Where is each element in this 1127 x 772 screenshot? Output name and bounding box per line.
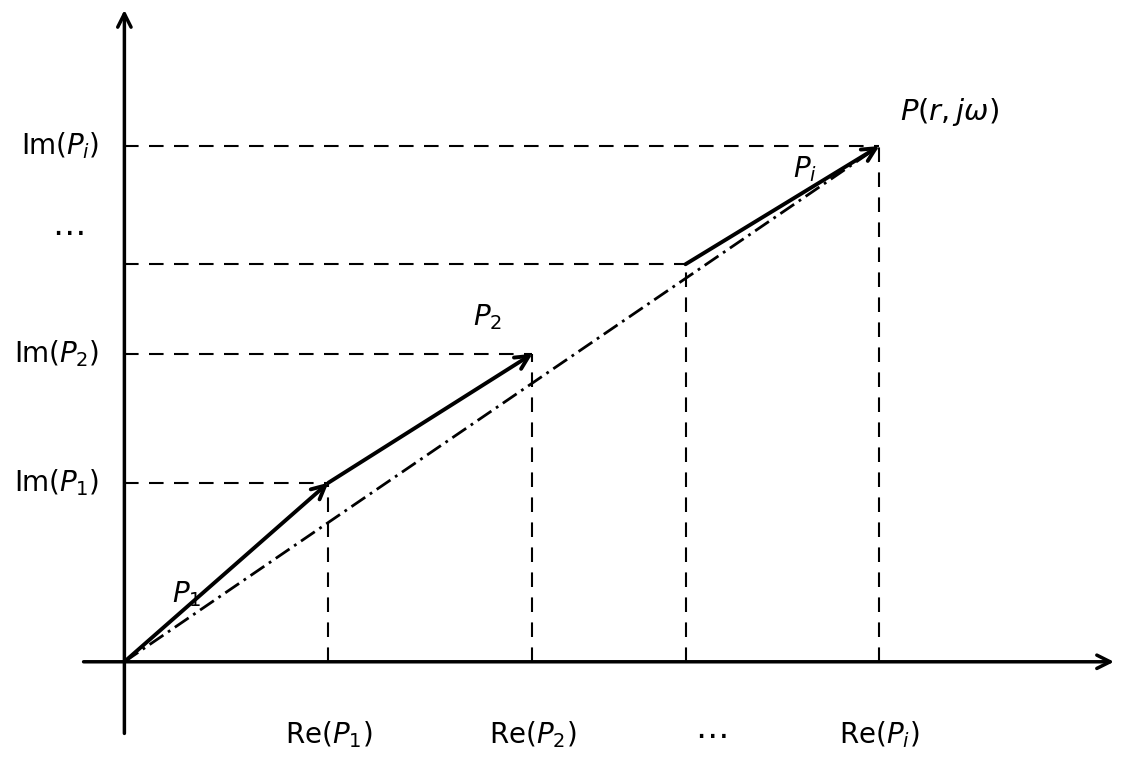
Text: $\cdots$: $\cdots$	[53, 216, 85, 248]
Text: $\mathrm{Re}(P_{1})$: $\mathrm{Re}(P_{1})$	[285, 719, 372, 750]
Text: $P_{i}$: $P_{i}$	[792, 154, 817, 184]
Text: $\mathrm{Im}(P_{i})$: $\mathrm{Im}(P_{i})$	[20, 130, 99, 161]
Text: $P_{2}$: $P_{2}$	[472, 303, 502, 332]
Text: $\mathrm{Re}(P_{i})$: $\mathrm{Re}(P_{i})$	[840, 719, 920, 750]
Text: $\mathrm{Re}(P_{2})$: $\mathrm{Re}(P_{2})$	[489, 719, 576, 750]
Text: $\mathrm{Im}(P_{1})$: $\mathrm{Im}(P_{1})$	[14, 467, 99, 498]
Text: $\mathrm{Im}(P_{2})$: $\mathrm{Im}(P_{2})$	[14, 338, 99, 369]
Text: $P(r,j\omega)$: $P(r,j\omega)$	[899, 96, 999, 128]
Text: $\cdots$: $\cdots$	[695, 719, 727, 751]
Text: $P_{1}$: $P_{1}$	[171, 580, 201, 609]
